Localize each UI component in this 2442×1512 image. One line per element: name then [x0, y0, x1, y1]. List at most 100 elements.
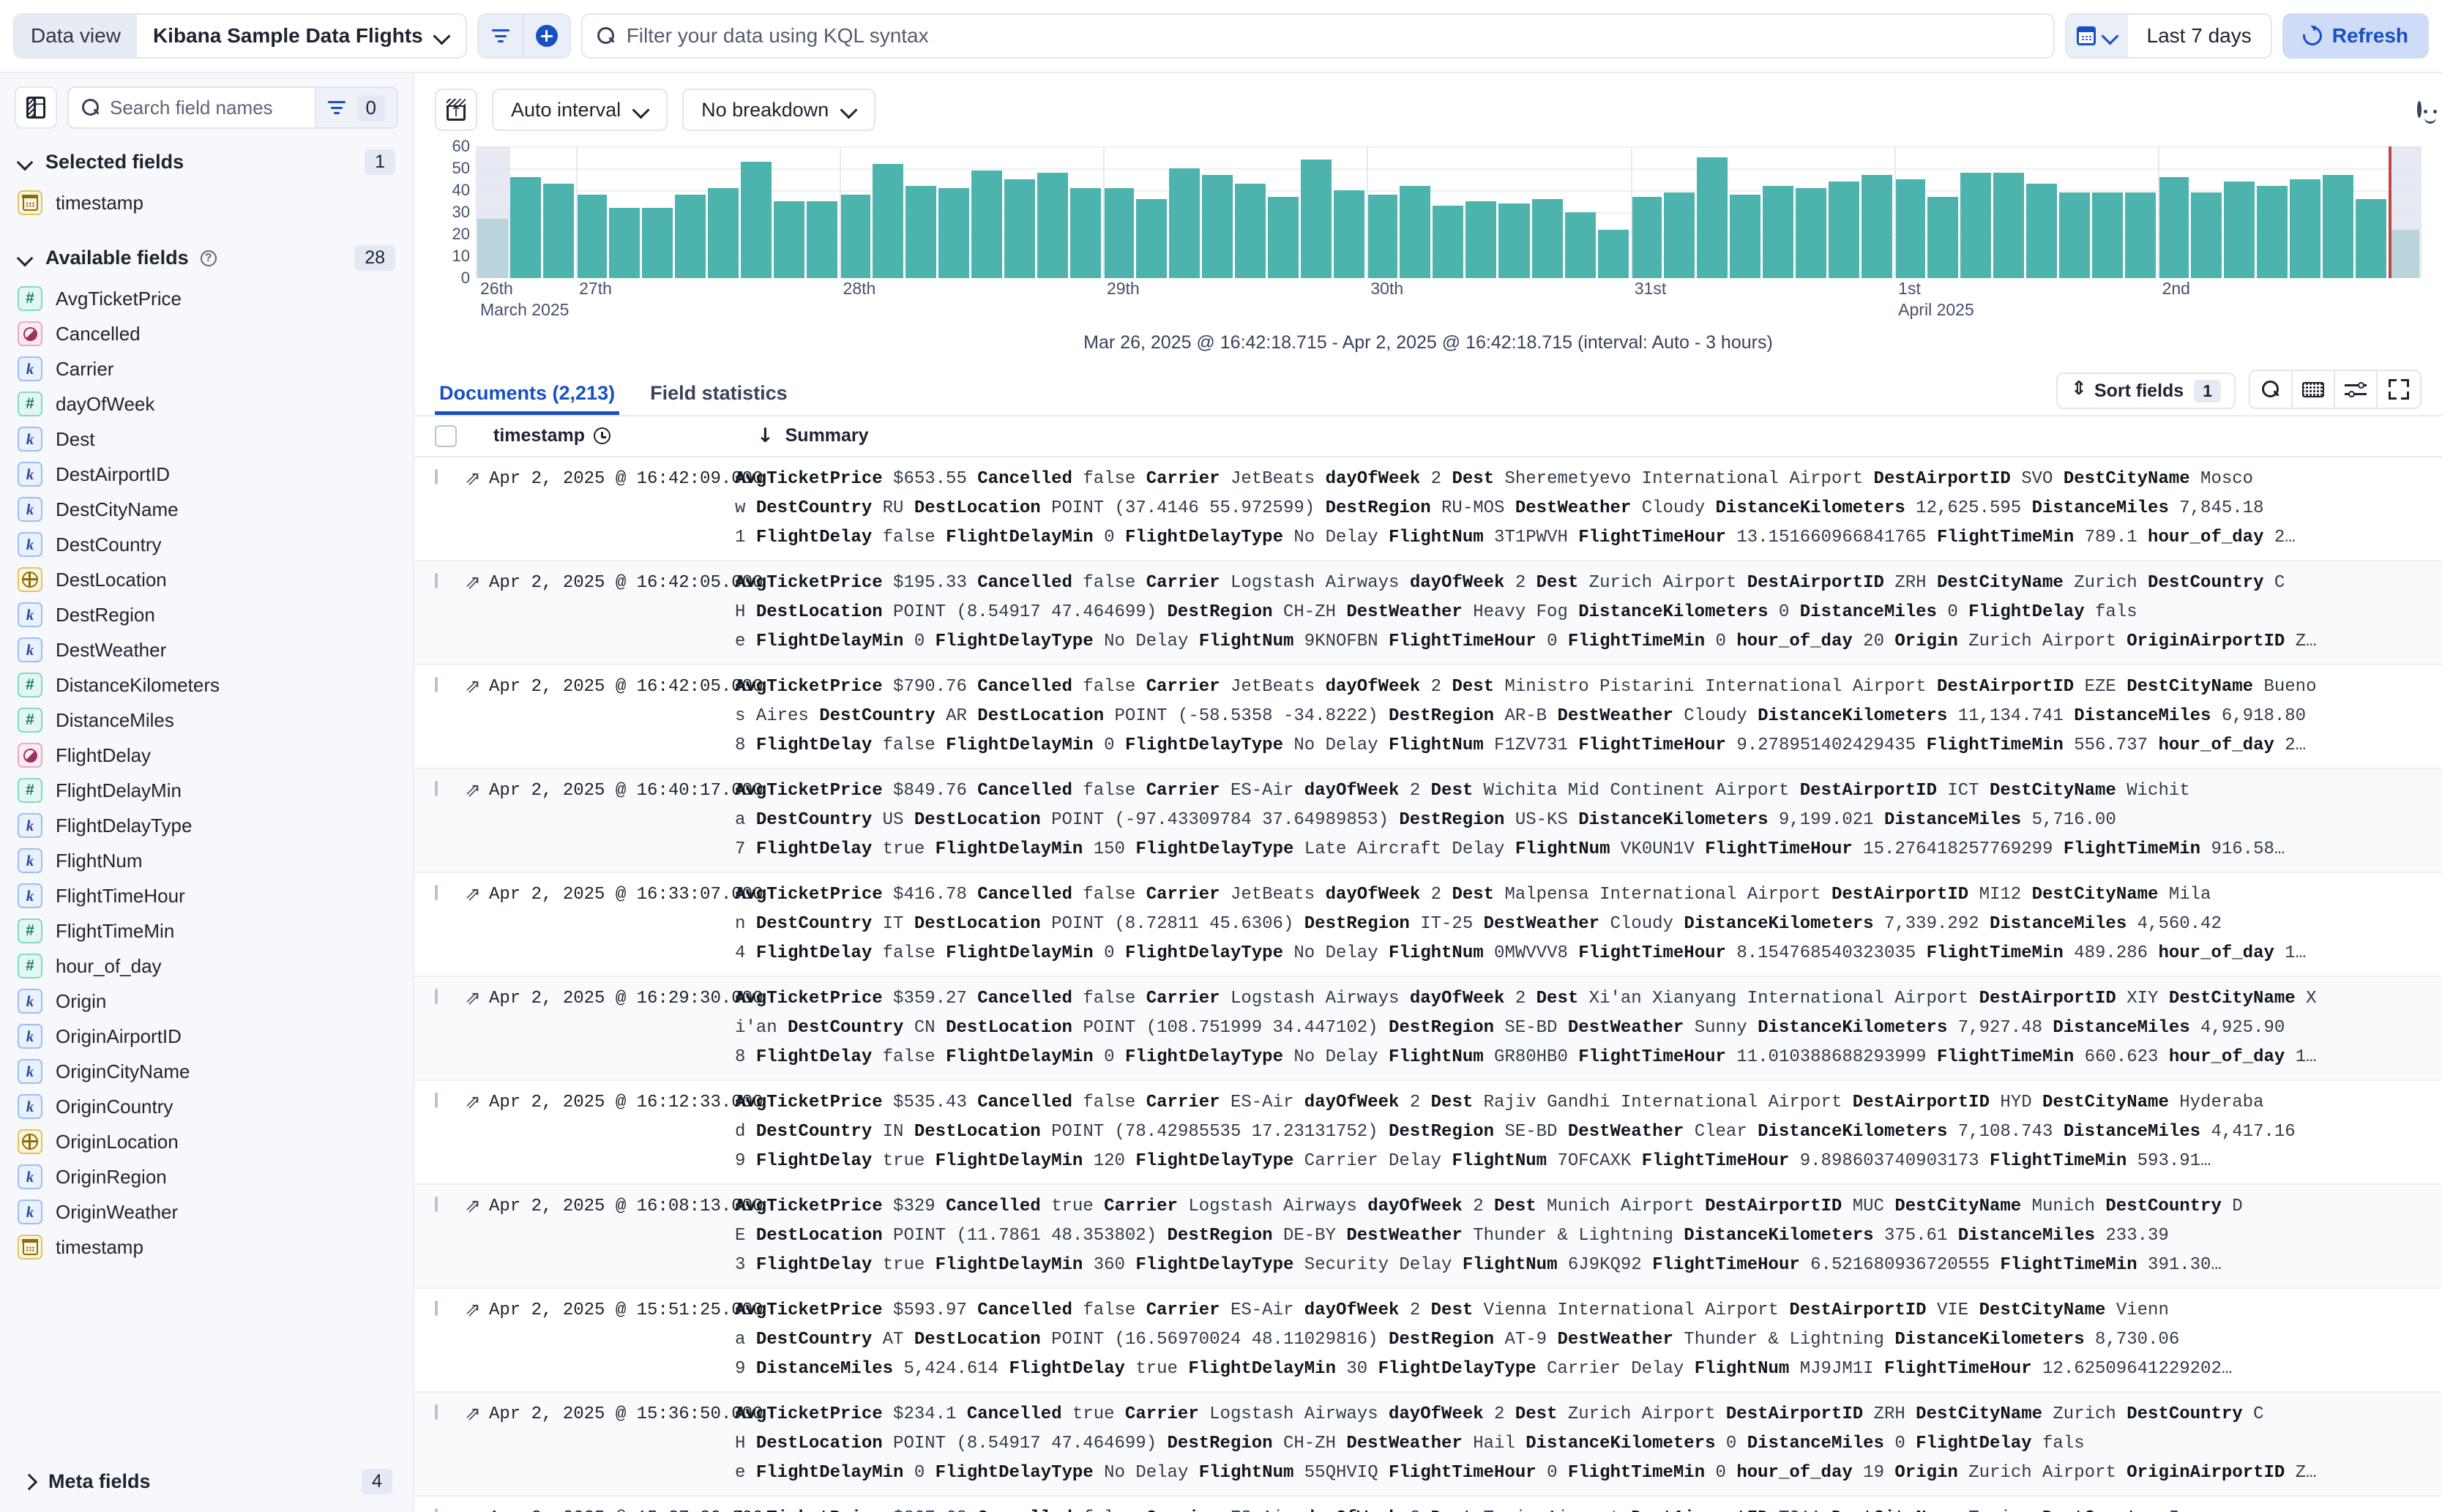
- sort-fields-button[interactable]: Sort fields 1: [2055, 373, 2236, 409]
- date-range-picker[interactable]: Last 7 days: [2064, 13, 2272, 59]
- histogram-bar[interactable]: [708, 188, 739, 278]
- interval-selector[interactable]: Auto interval: [492, 89, 668, 131]
- histogram-bar[interactable]: [1564, 212, 1596, 278]
- available-field-DestAirportID[interactable]: k DestAirportID: [15, 457, 398, 492]
- histogram-bar[interactable]: [510, 177, 542, 278]
- expand-row-cell[interactable]: ⇗: [457, 1504, 489, 1512]
- table-row[interactable]: ⇗ Apr 2, 2025 @ 16:42:05.000 AvgTicketPric…: [414, 665, 2442, 769]
- table-row[interactable]: ⇗ Apr 2, 2025 @ 15:36:50.000 AvgTicketPric…: [414, 1392, 2442, 1497]
- histogram-bar[interactable]: [2322, 175, 2353, 278]
- help-icon[interactable]: ?: [200, 250, 217, 266]
- available-field-OriginLocation[interactable]: OriginLocation: [15, 1124, 398, 1159]
- histogram-bar[interactable]: [1993, 173, 2024, 278]
- row-checkbox[interactable]: [435, 468, 438, 484]
- column-header-summary[interactable]: ↓ Summary: [757, 425, 869, 446]
- histogram-bar[interactable]: [2091, 192, 2123, 278]
- available-field-OriginCityName[interactable]: k OriginCityName: [15, 1054, 398, 1089]
- row-checkbox[interactable]: [435, 780, 438, 796]
- histogram-bar[interactable]: [741, 162, 772, 278]
- available-field-Origin[interactable]: k Origin: [15, 984, 398, 1019]
- available-field-DestCityName[interactable]: k DestCityName: [15, 492, 398, 527]
- histogram-bar[interactable]: [1498, 203, 1530, 278]
- expand-row-cell[interactable]: ⇗: [457, 569, 489, 656]
- available-field-OriginRegion[interactable]: k OriginRegion: [15, 1159, 398, 1194]
- available-field-DestLocation[interactable]: DestLocation: [15, 562, 398, 597]
- available-field-AvgTicketPrice[interactable]: # AvgTicketPrice: [15, 281, 398, 316]
- histogram-bar[interactable]: [1400, 186, 1431, 278]
- histogram-bar[interactable]: [2058, 192, 2090, 278]
- histogram-bar[interactable]: [1696, 157, 1728, 278]
- select-all-checkbox[interactable]: [435, 424, 457, 447]
- available-field-dayOfWeek[interactable]: # dayOfWeek: [15, 386, 398, 422]
- histogram-bar[interactable]: [774, 201, 805, 278]
- histogram-bar[interactable]: [2025, 184, 2057, 278]
- histogram-bar[interactable]: [1070, 188, 1102, 278]
- histogram-bar[interactable]: [1663, 192, 1695, 278]
- histogram-bar[interactable]: [2157, 177, 2189, 278]
- table-row[interactable]: ⇗ Apr 2, 2025 @ 16:42:05.000 AvgTicketPric…: [414, 561, 2442, 665]
- chart-plot-area[interactable]: [476, 146, 2422, 278]
- expand-row-cell[interactable]: ⇗: [457, 984, 489, 1072]
- available-field-OriginCountry[interactable]: k OriginCountry: [15, 1089, 398, 1124]
- histogram-bar[interactable]: [1894, 179, 1925, 278]
- keyboard-shortcuts-button[interactable]: [2293, 371, 2335, 408]
- row-checkbox[interactable]: [435, 988, 438, 1004]
- collapse-sidebar-button[interactable]: [15, 86, 57, 129]
- available-field-FlightTimeMin[interactable]: # FlightTimeMin: [15, 913, 398, 948]
- histogram-bar[interactable]: [1103, 188, 1135, 278]
- available-field-hour_of_day[interactable]: # hour_of_day: [15, 948, 398, 984]
- histogram-bar[interactable]: [675, 195, 706, 278]
- row-checkbox[interactable]: [435, 1300, 438, 1316]
- table-row[interactable]: ⇗ Apr 2, 2025 @ 16:29:30.000 AvgTicketPric…: [414, 976, 2442, 1081]
- search-field-names-input[interactable]: Search field names: [69, 88, 315, 127]
- available-field-FlightDelayType[interactable]: k FlightDelayType: [15, 808, 398, 843]
- available-field-FlightDelay[interactable]: FlightDelay: [15, 738, 398, 773]
- histogram-bar[interactable]: [873, 164, 904, 278]
- available-field-DistanceMiles[interactable]: # DistanceMiles: [15, 703, 398, 738]
- histogram-bar[interactable]: [1795, 188, 1826, 278]
- field-search[interactable]: Search field names 0: [67, 86, 398, 129]
- histogram-bar[interactable]: [1334, 190, 1365, 278]
- row-checkbox[interactable]: [435, 1092, 438, 1108]
- histogram-bar[interactable]: [1927, 197, 1958, 278]
- data-view-value[interactable]: Kibana Sample Data Flights: [136, 15, 466, 57]
- histogram-bar[interactable]: [1004, 179, 1036, 278]
- row-checkbox[interactable]: [435, 884, 438, 900]
- chart-options-button[interactable]: [435, 89, 477, 131]
- table-row[interactable]: ⇗ Apr 2, 2025 @ 15:51:25.000 AvgTicketPric…: [414, 1289, 2442, 1393]
- expand-row-cell[interactable]: ⇗: [457, 1400, 489, 1488]
- add-filter-button[interactable]: [523, 15, 570, 57]
- histogram-bar[interactable]: [938, 188, 970, 278]
- histogram-bar[interactable]: [1597, 230, 1629, 278]
- data-view-selector[interactable]: Data view Kibana Sample Data Flights: [13, 13, 467, 59]
- breakdown-selector[interactable]: No breakdown: [682, 89, 876, 131]
- row-checkbox[interactable]: [435, 1404, 438, 1420]
- histogram-bar[interactable]: [1202, 175, 1233, 278]
- histogram-bar[interactable]: [2289, 179, 2320, 278]
- histogram-bar[interactable]: [1531, 199, 1563, 278]
- selected-fields-header[interactable]: Selected fields 1: [15, 136, 398, 185]
- filter-icon-button[interactable]: [478, 15, 524, 57]
- row-checkbox[interactable]: [435, 1508, 438, 1512]
- histogram-bar[interactable]: [543, 184, 575, 278]
- expand-row-cell[interactable]: ⇗: [457, 1088, 489, 1176]
- table-row[interactable]: ⇗ Apr 2, 2025 @ 15:27:30.000AvgTicketPric…: [414, 1497, 2442, 1512]
- available-field-DestCountry[interactable]: k DestCountry: [15, 527, 398, 562]
- expand-row-cell[interactable]: ⇗: [457, 880, 489, 968]
- histogram-bar[interactable]: [971, 171, 1003, 278]
- feedback-button[interactable]: [2417, 101, 2422, 118]
- row-checkbox[interactable]: [435, 676, 438, 692]
- available-field-timestamp[interactable]: timestamp: [15, 1230, 398, 1265]
- histogram-bar[interactable]: [807, 201, 838, 278]
- kql-query-input[interactable]: Filter your data using KQL syntax: [580, 13, 2055, 59]
- expand-row-cell[interactable]: ⇗: [457, 776, 489, 864]
- available-field-DistanceKilometers[interactable]: # DistanceKilometers: [15, 667, 398, 703]
- histogram-bar[interactable]: [1960, 173, 1991, 278]
- histogram-bar[interactable]: [642, 208, 673, 278]
- refresh-button[interactable]: Refresh: [2282, 13, 2429, 59]
- table-row[interactable]: ⇗ Apr 2, 2025 @ 16:40:17.000 AvgTicketPric…: [414, 768, 2442, 873]
- date-range-value[interactable]: Last 7 days: [2127, 15, 2271, 57]
- display-options-button[interactable]: [2335, 371, 2378, 408]
- field-filter-controls[interactable]: 0: [314, 88, 397, 127]
- histogram-bar[interactable]: [1465, 201, 1497, 278]
